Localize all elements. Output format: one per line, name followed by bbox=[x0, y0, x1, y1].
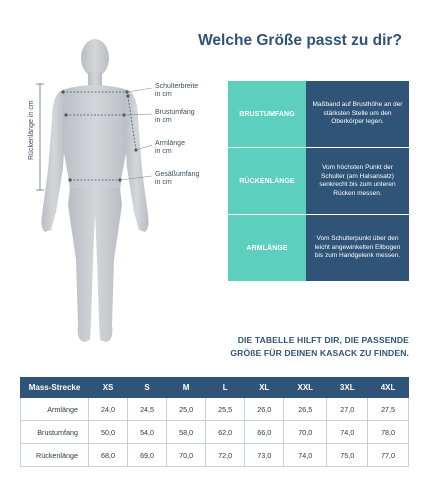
table-cell: 74,0 bbox=[283, 443, 328, 467]
table-cell: 54,0 bbox=[127, 420, 168, 444]
size-table-corner: Mass-Strecke bbox=[20, 377, 89, 398]
table-cell: 72,0 bbox=[205, 443, 246, 467]
table-cell: 25,5 bbox=[205, 397, 246, 421]
info-key: ARMLÄNGE bbox=[228, 215, 306, 281]
table-cell: 78,0 bbox=[367, 420, 409, 444]
label-brustumfang: Brustumfang in cm bbox=[155, 109, 195, 124]
size-col-m: M bbox=[166, 377, 207, 398]
table-cell: 50,0 bbox=[87, 420, 129, 444]
table-cell: 25,0 bbox=[166, 397, 207, 421]
table-cell: 27,5 bbox=[367, 397, 409, 421]
info-row-rueckenlaenge: RÜCKENLÄNGE Vom höchsten Punkt der Schul… bbox=[228, 148, 409, 214]
table-cell: 27,0 bbox=[326, 397, 369, 421]
table-cell: 24,0 bbox=[87, 397, 129, 421]
page-title: Welche Größe passt zu dir? bbox=[198, 32, 402, 49]
size-table-header: Mass-Strecke XS S M L XL XXL 3XL 4XL bbox=[20, 377, 409, 398]
table-cell: 68,0 bbox=[87, 443, 129, 467]
size-col-l: L bbox=[205, 377, 246, 398]
table-row: Rückenlänge 68,0 69,0 70,0 72,0 73,0 74,… bbox=[20, 443, 409, 467]
size-col-s: S bbox=[127, 377, 168, 398]
table-cell: 70,0 bbox=[166, 443, 207, 467]
label-armlaenge: Armlänge in cm bbox=[155, 140, 185, 155]
size-col-xxl: XXL bbox=[283, 377, 328, 398]
table-row: Brustumfang 50,0 54,0 58,0 62,0 66,0 70,… bbox=[20, 420, 409, 444]
table-cell: 26,0 bbox=[244, 397, 285, 421]
size-col-xs: XS bbox=[87, 377, 129, 398]
row-label: Brustumfang bbox=[20, 420, 89, 444]
size-col-3xl: 3XL bbox=[326, 377, 369, 398]
size-table: Mass-Strecke XS S M L XL XXL 3XL 4XL Arm… bbox=[20, 377, 409, 467]
table-cell: 66,0 bbox=[244, 420, 285, 444]
info-desc: Vom Schulterpunkt über den leicht angewi… bbox=[306, 215, 409, 281]
label-rueckenlaenge: Rückenlänge in cm bbox=[28, 100, 35, 160]
table-intro-line-2: GRÖßE FÜR DEINEN KASACK ZU FINDEN. bbox=[230, 348, 409, 358]
table-cell: 62,0 bbox=[205, 420, 246, 444]
body-figure-area: Schulterbreite in cm Brustumfang in cm A… bbox=[0, 0, 230, 360]
table-cell: 75,0 bbox=[326, 443, 369, 467]
measure-info-table: BRUSTUMFANG Maßband auf Brusthöhe an der… bbox=[228, 81, 409, 282]
table-cell: 77,0 bbox=[367, 443, 409, 467]
info-key: BRUSTUMFANG bbox=[228, 81, 306, 147]
table-cell: 73,0 bbox=[244, 443, 285, 467]
table-cell: 26,5 bbox=[283, 397, 328, 421]
body-silhouette-icon bbox=[36, 39, 153, 342]
table-row: Armlänge 24,0 24,5 25,0 25,5 26,0 26,5 2… bbox=[20, 397, 409, 421]
table-intro-text: DIE TABELLE HILFT DIR, DIE PASSENDE GRÖß… bbox=[230, 334, 409, 360]
table-cell: 24,5 bbox=[127, 397, 168, 421]
label-gesaessumfang: Gesäßumfang in cm bbox=[155, 171, 200, 186]
info-desc: Maßband auf Brusthöhe an der stärksten S… bbox=[306, 81, 409, 147]
info-row-armlaenge: ARMLÄNGE Vom Schulterpunkt über den leic… bbox=[228, 215, 409, 281]
table-cell: 58,0 bbox=[166, 420, 207, 444]
table-cell: 70,0 bbox=[283, 420, 328, 444]
table-intro-line-1: DIE TABELLE HILFT DIR, DIE PASSENDE bbox=[237, 335, 409, 345]
info-row-brustumfang: BRUSTUMFANG Maßband auf Brusthöhe an der… bbox=[228, 81, 409, 147]
table-cell: 69,0 bbox=[127, 443, 168, 467]
label-schulterbreite: Schulterbreite in cm bbox=[155, 83, 199, 98]
size-col-4xl: 4XL bbox=[367, 377, 409, 398]
table-cell: 74,0 bbox=[326, 420, 369, 444]
info-desc: Vom höchsten Punkt der Schulter (am Hals… bbox=[306, 148, 409, 214]
row-label: Rückenlänge bbox=[20, 443, 89, 467]
size-col-xl: XL bbox=[244, 377, 285, 398]
info-key: RÜCKENLÄNGE bbox=[228, 148, 306, 214]
row-label: Armlänge bbox=[20, 397, 89, 421]
